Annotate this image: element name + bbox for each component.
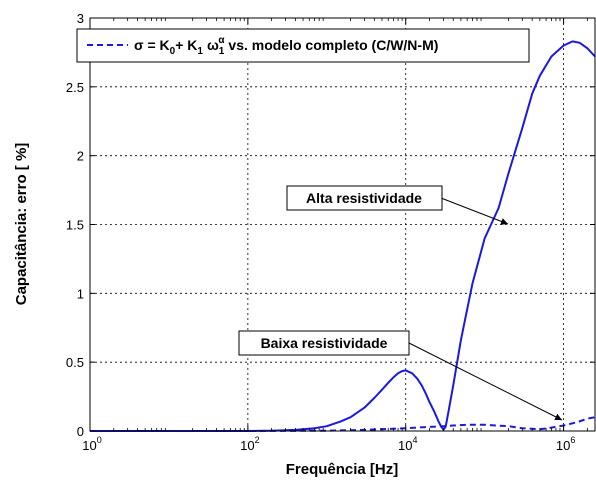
x-tick-label: 106 — [556, 435, 575, 453]
y-tick-label: 1 — [77, 286, 84, 301]
series-line-solid — [90, 40, 596, 432]
annotation-alta: Alta resistividade — [286, 185, 509, 225]
x-tick-exponent: 6 — [570, 435, 575, 445]
x-axis-label: Frequência [Hz] — [286, 461, 399, 478]
annotation-alta-box — [286, 185, 443, 211]
annotation-baixa-box — [238, 330, 410, 356]
legend-omega-sup: α — [218, 35, 225, 46]
x-tick-base: 10 — [240, 438, 254, 453]
y-tick-label: 3 — [77, 11, 84, 26]
annotation-baixa-label: Baixa resistividade — [261, 335, 388, 351]
y-tick-label: 2.5 — [66, 80, 84, 95]
annotation-alta-label: Alta resistividade — [306, 190, 422, 206]
legend-omega-sub: 1 — [219, 46, 225, 57]
legend-mid: + K — [175, 37, 197, 53]
legend-omega: ω — [207, 37, 219, 53]
x-tick-exponent: 0 — [97, 435, 102, 445]
legend-sub1: 1 — [197, 46, 203, 57]
x-tick-exponent: 4 — [412, 435, 417, 445]
x-tick-label: 104 — [398, 435, 417, 453]
x-tick-base: 10 — [556, 438, 570, 453]
legend: σ = K0+ K1 ω1α vs. modelo completo (C/W/N… — [76, 28, 530, 63]
x-tick-label: 100 — [82, 435, 101, 453]
y-tick-label: 0.5 — [66, 355, 84, 370]
y-axis-label: Capacitância: erro [ %] — [13, 143, 30, 306]
x-tick-base: 10 — [82, 438, 96, 453]
legend-label: σ = K0+ K1 ω1α vs. modelo completo (C/W/N… — [134, 35, 438, 57]
annotation-baixa: Baixa resistividade — [238, 330, 563, 421]
legend-sub0: 0 — [170, 46, 176, 57]
legend-box — [76, 28, 530, 63]
annotation-baixa-arrow — [408, 342, 563, 421]
grid — [90, 18, 595, 431]
legend-suffix: vs. modelo completo (C/W/N-M) — [225, 37, 439, 53]
x-tick-exponent: 2 — [255, 435, 260, 445]
x-tick-label: 102 — [240, 435, 259, 453]
x-tick-base: 10 — [398, 438, 412, 453]
ticks — [89, 17, 595, 432]
y-tick-label: 2 — [77, 149, 84, 164]
y-tick-label: 1.5 — [66, 218, 84, 233]
annotation-alta-arrow — [440, 197, 509, 225]
y-tick-label: 0 — [77, 424, 84, 439]
legend-prefix: σ = K — [134, 37, 170, 53]
series-layer — [90, 40, 596, 432]
